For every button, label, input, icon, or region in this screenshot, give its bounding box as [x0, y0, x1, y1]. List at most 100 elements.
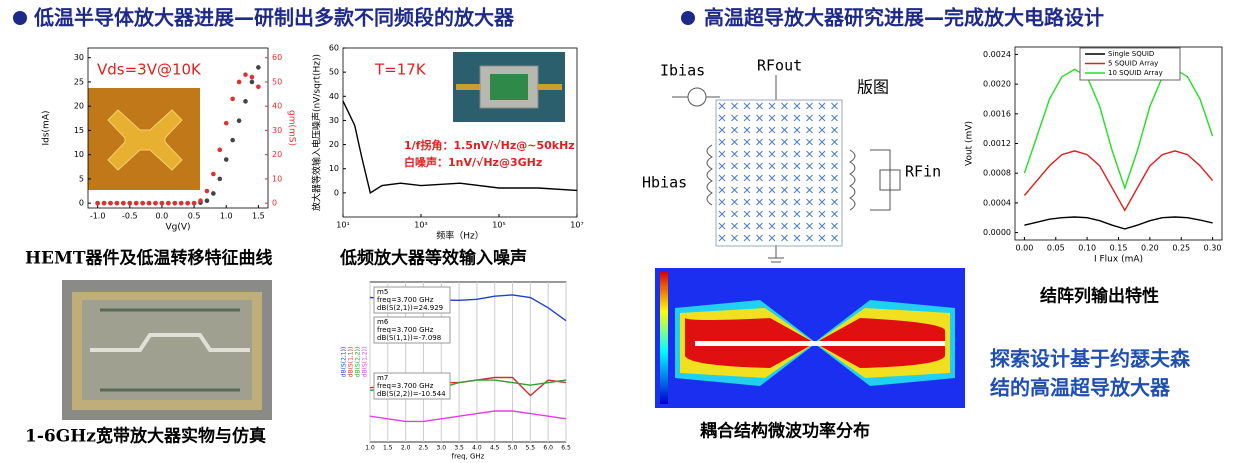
junction: [831, 198, 838, 206]
junction: [743, 234, 751, 242]
circuit-label: RFin: [905, 163, 941, 181]
junction: [818, 162, 826, 170]
junction: [831, 150, 838, 158]
junction: [731, 234, 738, 242]
y-tick-label: 30: [74, 53, 84, 62]
data-point: [121, 200, 126, 206]
y2-axis-label: gm(mS): [287, 110, 297, 146]
junction: [818, 138, 826, 146]
series-line: [1024, 216, 1213, 230]
x-tick-label: -1.0: [90, 212, 106, 221]
series-line: [342, 100, 578, 195]
data-point: [236, 118, 242, 124]
y-tick-label: 0: [79, 199, 84, 208]
junction: [768, 114, 776, 122]
junction: [743, 126, 751, 134]
junction: [831, 102, 838, 110]
junction: [743, 162, 751, 170]
marker-value: dB(S(2,1))=24.929: [377, 304, 443, 312]
y-tick-label: 0.0024: [983, 50, 1011, 59]
junction: [806, 234, 813, 242]
junction: [718, 198, 726, 206]
junction: [756, 198, 763, 206]
junction: [793, 126, 801, 134]
junction: [793, 150, 801, 158]
data-point: [217, 147, 223, 153]
junction: [793, 138, 801, 146]
y2-tick-label: 30: [272, 126, 282, 135]
junction: [756, 126, 763, 134]
y2-tick-label: 60: [272, 53, 282, 62]
junction: [768, 138, 776, 146]
junction: [831, 186, 838, 194]
junction: [731, 222, 738, 230]
junction: [768, 162, 776, 170]
junction: [806, 138, 813, 146]
y-tick-label: 0: [334, 188, 339, 197]
y-tick-label: 10: [74, 150, 84, 159]
y-tick-label: 0.0000: [983, 228, 1011, 237]
series-label: dB(S(2,2)): [355, 347, 362, 378]
junction: [756, 102, 763, 110]
junction: [831, 162, 838, 170]
junction: [768, 174, 776, 182]
circuit-label: RFout: [757, 57, 802, 75]
data-point: [204, 188, 210, 194]
data-point: [185, 200, 190, 206]
x-axis-label: Vg(V): [165, 223, 190, 233]
x-tick-label: 4.0: [472, 445, 482, 452]
x-tick-label: 0.05: [1047, 244, 1065, 253]
data-point: [223, 157, 229, 162]
data-point: [114, 200, 120, 206]
chip-photo: [88, 88, 200, 190]
junction: [718, 210, 726, 218]
junction: [743, 210, 751, 218]
data-point: [223, 120, 229, 126]
marker-freq: freq=3.700 GHz: [377, 382, 434, 390]
junction: [731, 138, 738, 146]
data-point: [140, 200, 145, 206]
x-tick-label: 0.5: [188, 212, 201, 221]
junction: [743, 102, 751, 110]
junction: [781, 102, 788, 110]
junction: [768, 222, 776, 230]
junction: [781, 198, 788, 206]
plot-frame: [87, 47, 269, 209]
data-point: [159, 200, 165, 206]
junction: [731, 126, 738, 134]
right-heading: 高温超导放大器研究进展—完成放大电路设计: [704, 6, 1104, 30]
junction: [731, 198, 738, 206]
series-line: [1023, 150, 1214, 212]
x-tick-label: 10³: [414, 221, 427, 230]
junction: [781, 210, 788, 218]
junction: [831, 114, 838, 122]
y-axis-label: Ids(mA): [42, 110, 52, 145]
junction: [756, 114, 763, 122]
y-tick-label: 0.0012: [983, 139, 1011, 148]
circuit-label: 版图: [857, 78, 889, 97]
y-tick-label: 5: [79, 174, 84, 183]
data-point: [153, 200, 158, 206]
bullet: [681, 11, 695, 25]
junction: [793, 174, 801, 182]
marker-value: dB(S(2,2))=-10.544: [377, 390, 446, 398]
y-tick-label: 0.0004: [983, 198, 1011, 207]
caption: 1-6GHz宽带放大器实物与仿真: [25, 426, 266, 447]
junction: [781, 138, 788, 146]
junction: [818, 222, 826, 230]
y-tick-label: 20: [329, 140, 339, 149]
x-tick-label: 4.5: [490, 445, 500, 452]
x-tick-label: 5.5: [526, 445, 536, 452]
data-point: [146, 200, 152, 206]
junction: [731, 102, 738, 110]
y2-tick-label: 20: [272, 150, 282, 159]
conclusion: 探索设计基于约瑟夫森: [990, 347, 1191, 371]
x-tick-label: 0.10: [1078, 244, 1096, 253]
noise-note: 1/f拐角：1.5nV/√Hz@~50kHz: [404, 138, 575, 152]
junction: [806, 222, 813, 230]
data-point: [172, 200, 178, 206]
marker-name: m7: [377, 374, 388, 382]
data-point: [211, 171, 216, 177]
x-tick-label: 5.0: [508, 445, 518, 452]
junction: [818, 234, 826, 242]
